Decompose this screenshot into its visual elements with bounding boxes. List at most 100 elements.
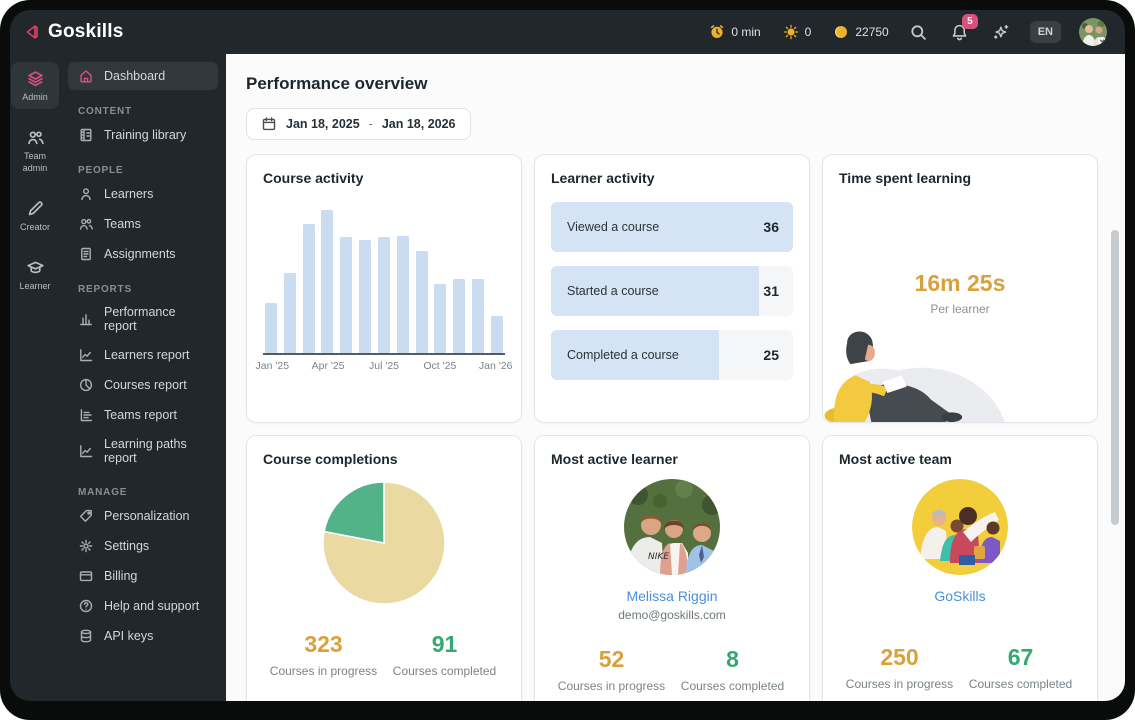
x-axis-tick: Jan '26 (478, 360, 513, 372)
sidebar-item-courses-report[interactable]: Courses report (68, 371, 218, 399)
learner-activity-bar-fill (551, 202, 793, 252)
team-stats: 250 Courses in progress 67 Courses complete… (839, 644, 1081, 691)
rail-item-admin-label: Admin (22, 92, 48, 102)
sidebar-item-learners[interactable]: Learners (68, 180, 218, 208)
sidebar-item-api-keys[interactable]: API keys (68, 622, 218, 650)
learner-activity-row: Completed a course 25 (551, 330, 793, 380)
most-active-team-card: Most active team GoSkills 250 Courses in … (822, 435, 1098, 701)
sidebar-item-performance-report[interactable]: Performance report (68, 299, 218, 339)
rail-item-admin[interactable]: Admin (11, 62, 59, 110)
learner-activity-bar-fill (551, 330, 720, 380)
time-credits-stat[interactable]: 0 min (709, 24, 761, 40)
card-title: Course completions (263, 451, 398, 467)
x-axis-tick: Jan '25 (255, 360, 290, 372)
date-range-start: Jan 18, 2025 (286, 117, 360, 131)
date-range-picker[interactable]: Jan 18, 2025 - Jan 18, 2026 (246, 108, 471, 140)
card-title: Most active team (839, 451, 952, 467)
x-axis-tick: Apr '25 (311, 360, 345, 372)
course-completions-card: Course completions 323 Courses in progres… (246, 435, 522, 701)
search-icon (909, 23, 928, 42)
chart-bar-feb25 (283, 273, 296, 353)
sidebar-item-billing-label: Billing (104, 569, 138, 583)
course-activity-bar-chart (263, 208, 505, 355)
sidebar-item-teams-report[interactable]: Teams report (68, 401, 218, 429)
page-title: Performance overview (246, 74, 428, 93)
sidebar-nav: Dashboard CONTENT Training library PEOPLE Le… (60, 54, 226, 701)
sparkles-icon (991, 23, 1010, 42)
streak-stat[interactable]: 0 (783, 24, 811, 40)
learner-photo: NIKE (624, 479, 720, 575)
sidebar-section-title: PEOPLE (78, 165, 124, 176)
pie-chart-icon (78, 377, 94, 393)
x-axis-tick: Oct '25 (423, 360, 457, 372)
rail-item-team-admin[interactable]: Team admin (11, 121, 59, 180)
sidebar-item-learners-report[interactable]: Learners report (68, 341, 218, 369)
learner-activity-card: Learner activity Viewed a course 36 Starte… (534, 154, 810, 423)
stat-courses-completed: 91 Courses completed (384, 631, 505, 678)
learner-name-link[interactable]: Melissa Riggin (626, 588, 718, 604)
rail-item-creator[interactable]: Creator (11, 192, 59, 239)
sidebar-item-teams[interactable]: Teams (68, 210, 218, 238)
scrollbar-thumb[interactable] (1111, 230, 1119, 525)
learner-activity-row: Started a course 31 (551, 266, 793, 316)
date-range-separator: - (368, 117, 373, 131)
sidebar-item-help-support-label: Help and support (104, 599, 200, 613)
chart-bar-jul25 (377, 237, 390, 353)
notifications-button[interactable]: 5 (948, 13, 978, 44)
whats-new-button[interactable] (989, 21, 1012, 44)
reading-person-illustration (823, 300, 1008, 422)
course-completions-pie-chart (263, 479, 505, 607)
card-title: Course activity (263, 170, 364, 186)
sidebar-item-learners-report-label: Learners report (104, 348, 190, 362)
topbar-right: 0 min 0 22750 5 EN (709, 13, 1107, 46)
sidebar-item-learning-paths-report[interactable]: Learning paths report (68, 431, 218, 471)
svg-text:NIKE: NIKE (648, 552, 669, 562)
sidebar-item-training-library[interactable]: Training library (68, 121, 218, 149)
app-window: Goskills 0 min 0 22750 5 EN Admin Team admi (10, 10, 1125, 701)
sidebar-section-title: REPORTS (78, 284, 132, 295)
topbar: Goskills 0 min 0 22750 5 EN (10, 10, 1125, 54)
card-icon (78, 568, 94, 584)
card-title: Time spent learning (839, 170, 971, 186)
user-avatar[interactable] (1079, 18, 1107, 46)
hbar-chart-icon (78, 407, 94, 423)
bar-chart-icon (78, 311, 94, 327)
sidebar-item-teams-label: Teams (104, 217, 141, 231)
most-active-learner-card: Most active learner NIKE Melissa Riggin … (534, 435, 810, 701)
learner-activity-row: Viewed a course 36 (551, 202, 793, 252)
language-selector[interactable]: EN (1029, 21, 1061, 43)
calendar-icon (261, 116, 277, 132)
layers-icon (26, 69, 45, 88)
gear-icon (78, 538, 94, 554)
learner-activity-label: Completed a course (567, 348, 679, 362)
help-icon (78, 598, 94, 614)
clipboard-icon (78, 246, 94, 262)
course-activity-card: Course activity Jan '25 Apr '25 Jul '25 Oct… (246, 154, 522, 423)
stat-value: 52 (598, 646, 625, 672)
chart-bar-mar25 (302, 224, 315, 353)
learner-activity-label: Viewed a course (567, 220, 660, 234)
stat-courses-in-progress: 52 Courses in progress (551, 646, 672, 693)
search-button[interactable] (907, 21, 930, 44)
coins-stat[interactable]: 22750 (833, 24, 889, 40)
learner-activity-bars: Viewed a course 36 Started a course 31 Compl… (551, 202, 793, 380)
sidebar-item-dashboard[interactable]: Dashboard (68, 62, 218, 90)
rail-item-learner[interactable]: Learner (11, 251, 59, 298)
learner-activity-value: 31 (763, 283, 779, 299)
learner-activity-value: 25 (763, 347, 779, 363)
stat-label: Courses in progress (845, 677, 954, 691)
sidebar-item-personalization[interactable]: Personalization (68, 502, 218, 530)
sidebar-item-assignments[interactable]: Assignments (68, 240, 218, 268)
learner-activity-label: Started a course (567, 284, 659, 298)
learner-activity-value: 36 (763, 219, 779, 235)
stat-value: 67 (1007, 644, 1034, 670)
sidebar-item-api-keys-label: API keys (104, 629, 154, 643)
sidebar-item-settings[interactable]: Settings (68, 532, 218, 560)
sidebar-item-help-support[interactable]: Help and support (68, 592, 218, 620)
brand[interactable]: Goskills (24, 21, 124, 43)
stat-courses-in-progress: 323 Courses in progress (263, 631, 384, 678)
team-name-link[interactable]: GoSkills (934, 588, 986, 604)
team-icon (26, 128, 45, 147)
stat-label: Courses completed (392, 664, 497, 678)
sidebar-item-billing[interactable]: Billing (68, 562, 218, 590)
